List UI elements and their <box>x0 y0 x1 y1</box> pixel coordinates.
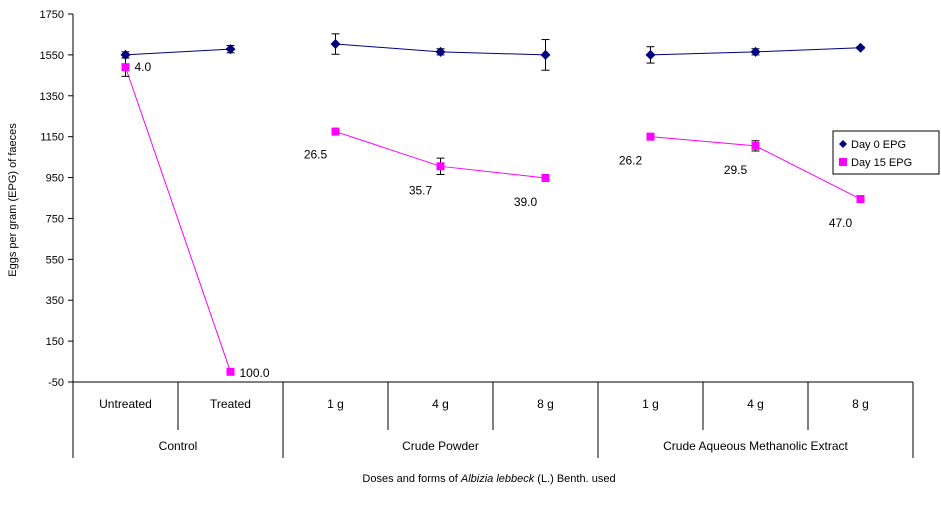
group-label: Crude Aqueous Methanolic Extract <box>663 439 848 453</box>
data-label: 26.5 <box>304 148 328 162</box>
data-point-square <box>226 367 235 376</box>
x-axis-label: Doses and forms of Albizia lebbeck (L.) … <box>362 473 615 485</box>
y-tick-label: 1150 <box>40 132 64 144</box>
y-tick-label: 1750 <box>40 9 64 21</box>
series-line <box>125 48 231 56</box>
data-point-diamond <box>645 49 656 60</box>
data-labels: 4.0 100.0 26.5 35.7 39.0 26.2 29.5 47.0 <box>135 60 853 380</box>
x-axis-label-part-1: Doses and forms of <box>362 473 460 485</box>
data-point-diamond <box>330 39 341 50</box>
data-point-square <box>646 132 655 141</box>
data-point-diamond <box>120 49 131 60</box>
data-point-square <box>751 141 760 150</box>
data-label: 47.0 <box>829 216 853 230</box>
y-axis-label: Eggs per gram (EPG) of faeces <box>7 123 19 277</box>
data-point-diamond <box>225 44 236 55</box>
data-label: 39.0 <box>514 195 538 209</box>
category-label: 8 g <box>852 397 869 411</box>
group-label: Crude Powder <box>402 439 479 453</box>
data-point-square <box>331 127 340 136</box>
category-label: Untreated <box>99 397 152 411</box>
x-axis-label-part-3: (L.) Benth. used <box>534 473 615 485</box>
data-point-square <box>121 63 130 72</box>
category-label: 1 g <box>327 397 344 411</box>
legend-label-day0: Day 0 EPG <box>851 139 906 151</box>
y-tick-label: 1350 <box>40 91 64 103</box>
data-point-diamond <box>435 46 446 57</box>
data-point-square <box>436 162 445 171</box>
y-tick-label: 1550 <box>40 50 64 62</box>
legend-square-icon <box>839 158 847 166</box>
legend-box <box>832 130 940 175</box>
series-day0 <box>120 33 866 71</box>
category-label: 4 g <box>747 397 764 411</box>
y-tick-label: 150 <box>46 336 64 348</box>
series-day15 <box>121 57 865 376</box>
data-point-square <box>541 173 550 182</box>
data-label: 35.7 <box>409 183 433 197</box>
category-label: 1 g <box>642 397 659 411</box>
data-label: 26.2 <box>619 154 643 168</box>
legend-diamond-icon <box>839 140 847 148</box>
x-axis-label-species: Albizia lebbeck <box>460 473 535 485</box>
series-layer <box>120 33 866 376</box>
category-axis: Untreated Treated Control 1 g 4 g 8 g Crude Po… <box>72 381 914 458</box>
data-point-diamond <box>855 42 866 53</box>
y-tick-label: 550 <box>46 254 64 266</box>
legend: Day 0 EPG Day 15 EPG <box>832 130 940 175</box>
y-axis-ticks: -50 150 350 550 750 950 1150 1350 1550 1750 <box>40 9 74 389</box>
legend-label-day15: Day 15 EPG <box>851 157 912 169</box>
data-label: 100.0 <box>240 366 270 380</box>
y-tick-label: 750 <box>46 213 64 225</box>
y-tick-label: 950 <box>46 173 64 185</box>
data-label: 4.0 <box>135 60 152 74</box>
series-line <box>125 66 231 372</box>
data-label: 29.5 <box>724 163 748 177</box>
data-point-diamond <box>540 49 551 60</box>
y-tick-label: -50 <box>48 377 64 389</box>
group-label: Control <box>159 439 198 453</box>
category-label: 4 g <box>432 397 449 411</box>
data-point-square <box>856 195 865 204</box>
data-point-diamond <box>750 46 761 57</box>
y-tick-label: 350 <box>46 295 64 307</box>
category-label: Treated <box>210 397 251 411</box>
category-label: 8 g <box>537 397 554 411</box>
